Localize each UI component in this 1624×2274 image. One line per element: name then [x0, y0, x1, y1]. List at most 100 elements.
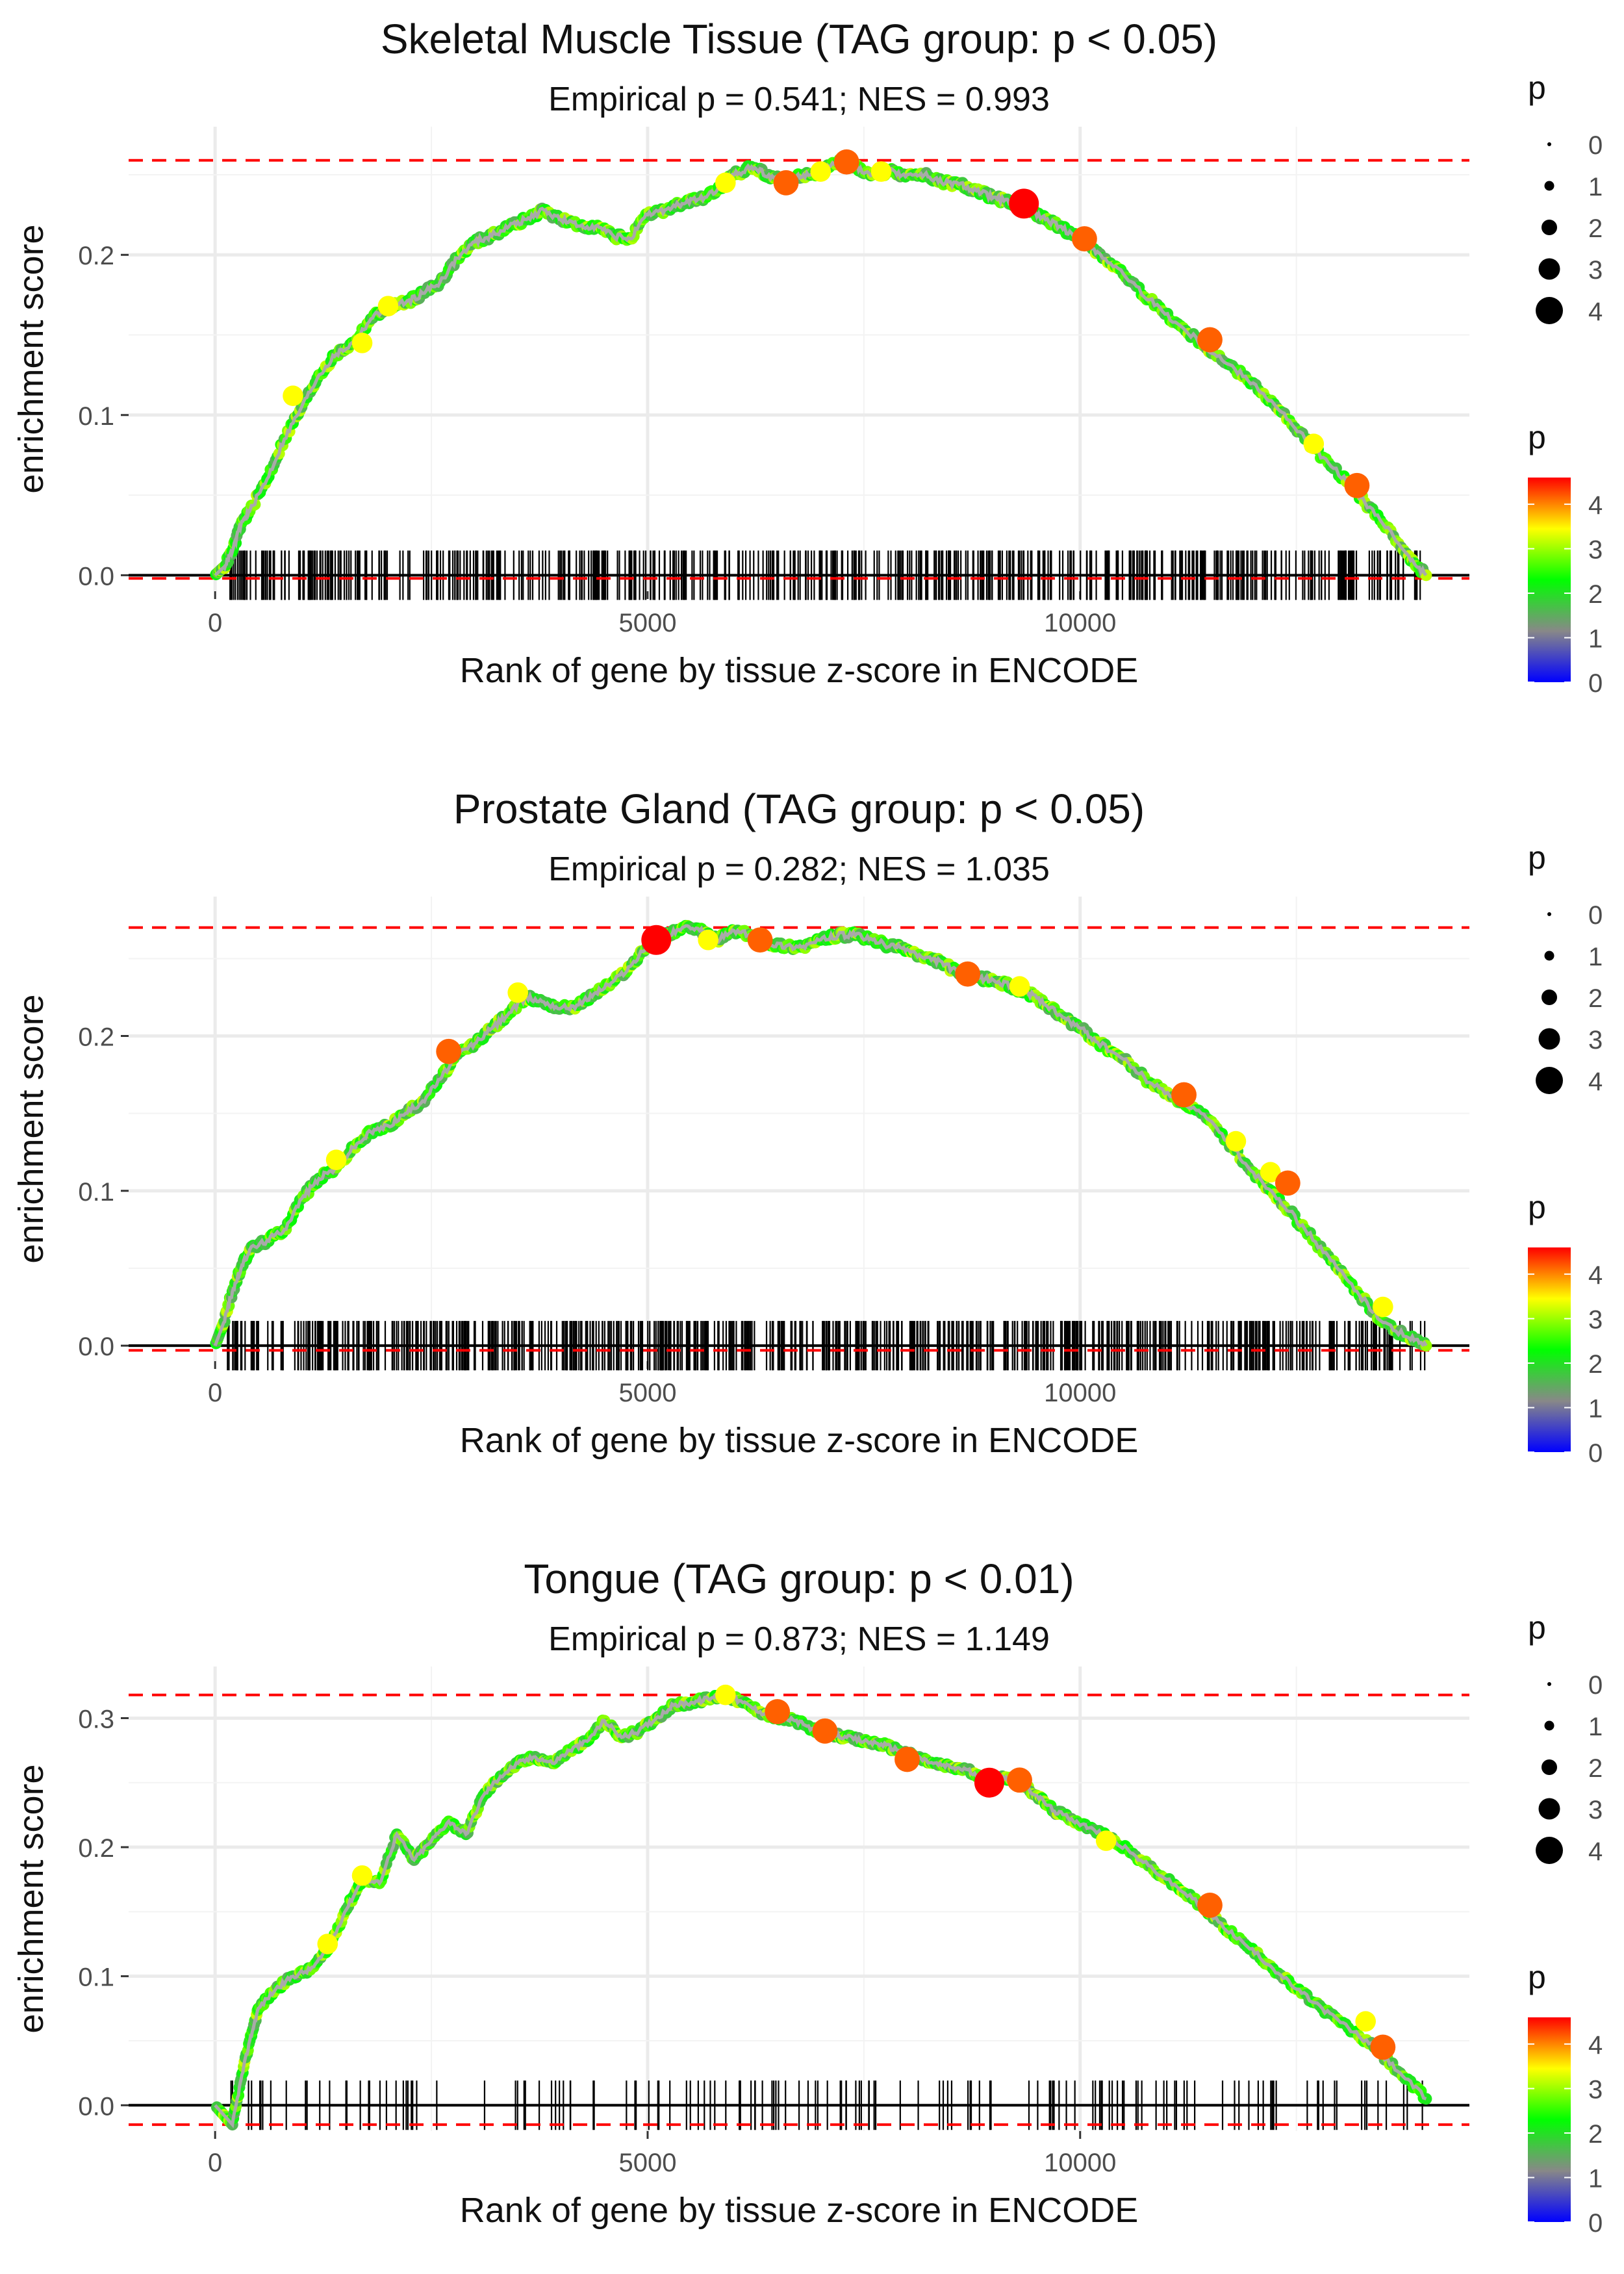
y-tick-label: 0.0 [78, 1333, 114, 1361]
y-tick-label: 0.3 [78, 1705, 114, 1733]
x-tick-label: 5000 [618, 609, 676, 637]
es-curve [214, 1692, 1427, 2128]
size-legend-dot [1547, 912, 1551, 916]
highlight-point [1197, 327, 1223, 353]
size-legend-dot [1538, 1028, 1560, 1050]
color-legend-bar [1528, 2017, 1571, 2222]
size-legend-label: 0 [1588, 901, 1603, 930]
x-tick-label: 0 [208, 1379, 222, 1407]
grid [129, 1667, 1469, 2131]
highlight-point [283, 385, 303, 407]
highlight-point [1275, 1170, 1300, 1196]
chart-panel-1: Skeletal Muscle Tissue (TAG group: p < 0… [12, 16, 1469, 690]
color-legend-title: p [1528, 419, 1546, 455]
size-legend-label: 1 [1588, 943, 1603, 971]
x-tick-label: 0 [208, 609, 222, 637]
highlight-point [325, 1149, 347, 1170]
y-tick-label: 0.1 [78, 1178, 114, 1207]
color-legend-label: 0 [1588, 2209, 1603, 2238]
color-legend-label: 3 [1588, 1306, 1603, 1335]
legend-3: p 0 1 2 3 4 p 4 3 2 1 0 [1528, 1609, 1603, 2238]
size-legend-label: 4 [1588, 1067, 1603, 1096]
y-tick-label: 0.1 [78, 1963, 114, 1992]
chart-title: Skeletal Muscle Tissue (TAG group: p < 0… [381, 16, 1217, 62]
color-legend-label: 2 [1588, 1350, 1603, 1379]
highlight-point [317, 1934, 338, 1954]
highlight-point [641, 925, 672, 955]
highlight-point [1303, 433, 1325, 454]
y-axis-label: enrichment score [12, 1764, 51, 2033]
size-legend-dot [1544, 1720, 1554, 1731]
y-tick-label: 0.2 [78, 242, 114, 270]
highlight-point [1370, 2034, 1396, 2060]
x-tick-label: 0 [208, 2149, 222, 2177]
highlight-point [1095, 1830, 1117, 1851]
size-legend-label: 0 [1588, 1671, 1603, 1700]
x-axis-label: Rank of gene by tissue z-score in ENCODE [460, 1421, 1138, 1460]
size-legend-dot [1538, 258, 1560, 280]
x-tick-label: 10000 [1044, 2149, 1116, 2177]
highlight-point [1225, 1131, 1247, 1152]
size-legend-dot [1536, 297, 1563, 324]
color-legend-label: 4 [1588, 2031, 1603, 2060]
size-legend-dot [1544, 951, 1554, 961]
size-legend-dot [1544, 181, 1554, 191]
y-tick-label: 0.2 [78, 1023, 114, 1052]
highlight-point [974, 1767, 1004, 1798]
highlight-point [1072, 226, 1097, 251]
highlight-point [1009, 188, 1039, 219]
size-legend-dot [1536, 1837, 1563, 1864]
y-axis-label: enrichment score [12, 224, 51, 493]
size-legend-dot [1542, 990, 1557, 1005]
highlight-point [812, 1718, 838, 1744]
size-legend-label: 1 [1588, 173, 1603, 201]
color-legend-label: 1 [1588, 2165, 1603, 2193]
highlight-point [870, 161, 892, 182]
y-tick-label: 0.1 [78, 402, 114, 431]
size-legend-label: 3 [1588, 1026, 1603, 1054]
x-axis-label: Rank of gene by tissue z-score in ENCODE [460, 651, 1138, 690]
highlight-point [1344, 472, 1370, 498]
highlight-point [955, 961, 981, 987]
highlight-point [894, 1746, 920, 1772]
x-tick-label: 10000 [1044, 609, 1116, 637]
y-tick-label: 0.0 [78, 562, 114, 591]
size-legend-title: p [1528, 70, 1546, 106]
highlight-point [377, 296, 399, 316]
highlight-point [1260, 1162, 1281, 1183]
size-legend-label: 4 [1588, 1837, 1603, 1866]
size-legend-label: 2 [1588, 984, 1603, 1013]
curve-points [210, 153, 1432, 581]
chart-subtitle: Empirical p = 0.541; NES = 0.993 [548, 81, 1050, 118]
chart-panel-2: Prostate Gland (TAG group: p < 0.05) Empi… [12, 786, 1469, 1460]
size-legend-label: 2 [1588, 214, 1603, 243]
y-axis-label: enrichment score [12, 994, 51, 1263]
highlight-point [747, 927, 773, 953]
highlight-point [1197, 1893, 1223, 1918]
color-legend-label: 2 [1588, 580, 1603, 609]
size-legend-dot [1542, 1759, 1557, 1775]
color-legend-title: p [1528, 1959, 1546, 1995]
color-legend-label: 0 [1588, 1439, 1603, 1468]
es-curve [214, 157, 1428, 577]
highlight-point [351, 333, 373, 353]
highlight-point [715, 1684, 736, 1706]
highlight-point [507, 982, 529, 1003]
legend-1: p 0 1 2 3 4 p 4 3 2 1 0 [1528, 70, 1603, 698]
highlight-point [810, 161, 831, 182]
chart-title: Tongue (TAG group: p < 0.01) [524, 1555, 1074, 1602]
size-legend-label: 0 [1588, 131, 1603, 160]
x-tick-label: 5000 [618, 1379, 676, 1407]
color-legend-title: p [1528, 1189, 1546, 1225]
x-axis-label: Rank of gene by tissue z-score in ENCODE [460, 2191, 1138, 2230]
size-legend-dot [1547, 142, 1551, 146]
color-legend-label: 2 [1588, 2120, 1603, 2149]
highlight-point [1171, 1082, 1197, 1108]
y-tick-label: 0.2 [78, 1834, 114, 1863]
x-tick-label: 10000 [1044, 1379, 1116, 1407]
color-legend-label: 3 [1588, 2076, 1603, 2104]
x-tick-label: 5000 [618, 2149, 676, 2177]
curve-points [210, 919, 1432, 1352]
size-legend-title: p [1528, 1609, 1546, 1646]
